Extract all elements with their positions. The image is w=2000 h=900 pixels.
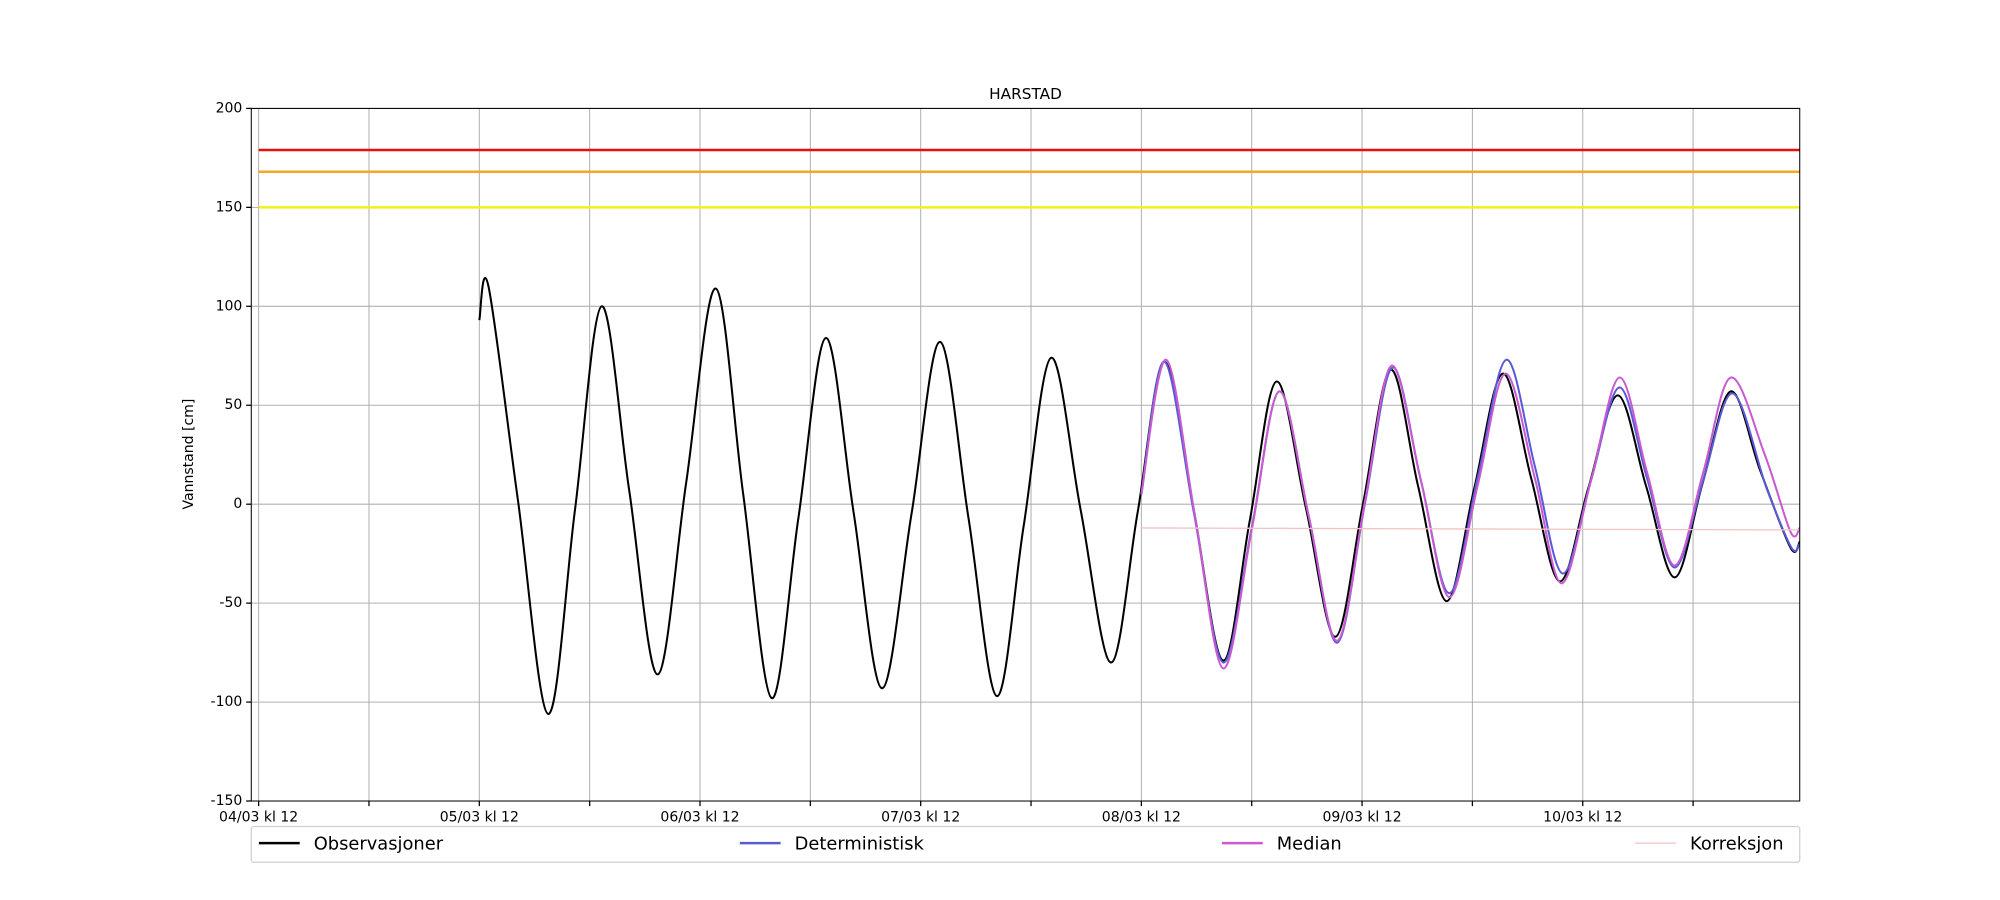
y-tick-label: -150 [211,793,243,809]
plot-frame [250,107,1801,802]
x-tick-label: 09/03 kl 12 [1322,810,1401,826]
chart-title: HARSTAD [989,85,1062,103]
x-tick-label: 05/03 kl 12 [440,810,519,826]
y-tick-label: 200 [216,100,243,116]
x-tick-label: 06/03 kl 12 [660,810,739,826]
y-tick-label: 150 [216,199,243,215]
legend-label: Korreksjon [1690,833,1783,854]
plot-area [258,148,1800,715]
y-tick-label: 0 [233,496,242,512]
y-tick-label: 100 [216,298,243,314]
y-tick-label: -100 [211,694,243,710]
legend-label: Median [1277,833,1342,854]
data-line [1141,527,1800,531]
legend-box [250,825,1801,863]
x-tick-label: 04/03 kl 12 [219,810,298,826]
x-tick-label: 08/03 kl 12 [1102,810,1181,826]
x-tick-label: 10/03 kl 12 [1543,810,1622,826]
legend-label: Observasjoner [314,833,444,854]
legend-label: Deterministisk [795,833,925,854]
y-tick-label: -50 [219,595,242,611]
data-line [478,276,1800,715]
y-axis-label: Vannstand [cm] [181,399,197,510]
data-line [1140,358,1800,670]
y-tick-label: 50 [225,397,243,413]
x-tick-label: 07/03 kl 12 [881,810,960,826]
